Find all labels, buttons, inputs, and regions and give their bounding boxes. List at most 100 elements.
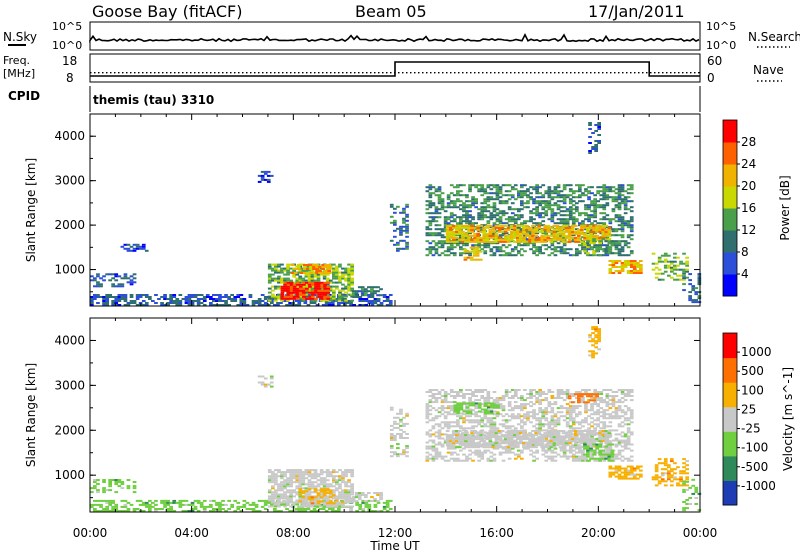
velocity-cell bbox=[341, 505, 345, 508]
power-cell bbox=[509, 232, 514, 235]
power-cell bbox=[209, 302, 213, 304]
velocity-cell bbox=[471, 419, 475, 422]
power-cell bbox=[546, 238, 551, 241]
power-cell bbox=[144, 302, 149, 304]
velocity-cell bbox=[507, 391, 512, 393]
power-cell bbox=[477, 208, 481, 211]
power-cell bbox=[601, 224, 606, 227]
power-cell bbox=[434, 220, 439, 223]
power-cell bbox=[114, 275, 119, 278]
power-cell bbox=[558, 230, 563, 233]
power-cell bbox=[597, 140, 601, 142]
power-cell bbox=[565, 248, 570, 251]
power-cell bbox=[492, 198, 497, 201]
power-cell bbox=[224, 300, 228, 302]
power-cell bbox=[509, 234, 514, 237]
power-cell bbox=[327, 294, 332, 296]
power-cell bbox=[501, 210, 506, 213]
velocity-cell bbox=[523, 421, 527, 424]
power-cell bbox=[434, 208, 439, 211]
power-cell bbox=[516, 228, 520, 231]
power-cell bbox=[617, 218, 622, 221]
power-cell bbox=[323, 285, 327, 288]
velocity-cell bbox=[590, 405, 594, 408]
power-cell bbox=[614, 252, 619, 255]
power-cell bbox=[510, 208, 515, 211]
velocity-cell bbox=[486, 397, 491, 399]
power-cell bbox=[302, 289, 306, 292]
velocity-cell bbox=[322, 471, 327, 474]
power-cell bbox=[520, 244, 524, 247]
power-cell bbox=[455, 228, 459, 231]
velocity-cell bbox=[313, 488, 318, 491]
velocity-cell bbox=[283, 497, 287, 500]
power-cell bbox=[166, 302, 170, 304]
velocity-cell bbox=[581, 397, 585, 399]
power-cell bbox=[283, 277, 287, 280]
power-cell bbox=[571, 190, 576, 193]
velocity-cell bbox=[286, 469, 290, 472]
velocity-cell bbox=[550, 417, 555, 420]
power-cell bbox=[328, 297, 333, 300]
velocity-cell bbox=[297, 508, 302, 510]
power-cell bbox=[489, 216, 494, 219]
power-cell bbox=[629, 266, 634, 268]
power-cell bbox=[93, 285, 97, 288]
velocity-cell bbox=[578, 411, 582, 414]
power-cell bbox=[267, 291, 272, 294]
power-cell bbox=[472, 254, 477, 257]
velocity-cell bbox=[553, 419, 558, 422]
power-cell bbox=[509, 224, 514, 227]
power-cell bbox=[561, 240, 566, 243]
power-cell bbox=[347, 271, 351, 274]
velocity-cell bbox=[307, 485, 312, 488]
power-cell bbox=[338, 297, 342, 300]
power-cell bbox=[552, 236, 557, 239]
power-cell bbox=[541, 220, 546, 223]
power-cell bbox=[688, 283, 692, 286]
power-cell bbox=[507, 254, 512, 257]
power-cell bbox=[482, 238, 487, 241]
power-cell bbox=[513, 188, 518, 191]
power-cell bbox=[610, 240, 615, 243]
velocity-cell bbox=[376, 500, 380, 503]
velocity-cell bbox=[431, 457, 436, 460]
power-cell bbox=[343, 304, 347, 306]
power-cell bbox=[233, 300, 238, 302]
power-cell bbox=[486, 198, 491, 201]
power-cell bbox=[431, 202, 436, 205]
power-cell bbox=[556, 230, 561, 233]
velocity-cell bbox=[389, 408, 394, 411]
power-cell bbox=[120, 283, 125, 286]
power-cell bbox=[340, 298, 344, 300]
velocity-cell bbox=[396, 453, 400, 456]
power-cell bbox=[541, 194, 546, 197]
power-cell bbox=[323, 297, 327, 300]
power-cell bbox=[129, 245, 134, 248]
velocity-cell bbox=[468, 427, 472, 430]
power-cell bbox=[602, 188, 607, 191]
power-cell bbox=[448, 234, 453, 237]
power-cell bbox=[462, 220, 466, 223]
velocity-cell bbox=[517, 417, 521, 420]
velocity-cell bbox=[565, 389, 570, 391]
velocity-cell bbox=[605, 397, 610, 399]
power-cell bbox=[614, 206, 619, 209]
velocity-cell bbox=[280, 487, 284, 490]
velocity-cell bbox=[477, 415, 481, 418]
velocity-cell bbox=[295, 475, 300, 478]
power-cell bbox=[531, 240, 535, 243]
power-cell bbox=[593, 202, 597, 205]
power-cell bbox=[385, 300, 390, 302]
power-cell bbox=[584, 228, 588, 231]
power-cell bbox=[456, 184, 460, 187]
power-cell bbox=[575, 254, 579, 257]
power-cell bbox=[402, 247, 406, 250]
velocity-cell bbox=[562, 399, 567, 402]
power-cell bbox=[491, 226, 496, 229]
power-cell bbox=[434, 188, 439, 191]
power-cell bbox=[301, 269, 306, 272]
velocity-cell bbox=[544, 413, 549, 416]
velocity-cell bbox=[347, 505, 351, 508]
power-cell bbox=[541, 212, 546, 215]
